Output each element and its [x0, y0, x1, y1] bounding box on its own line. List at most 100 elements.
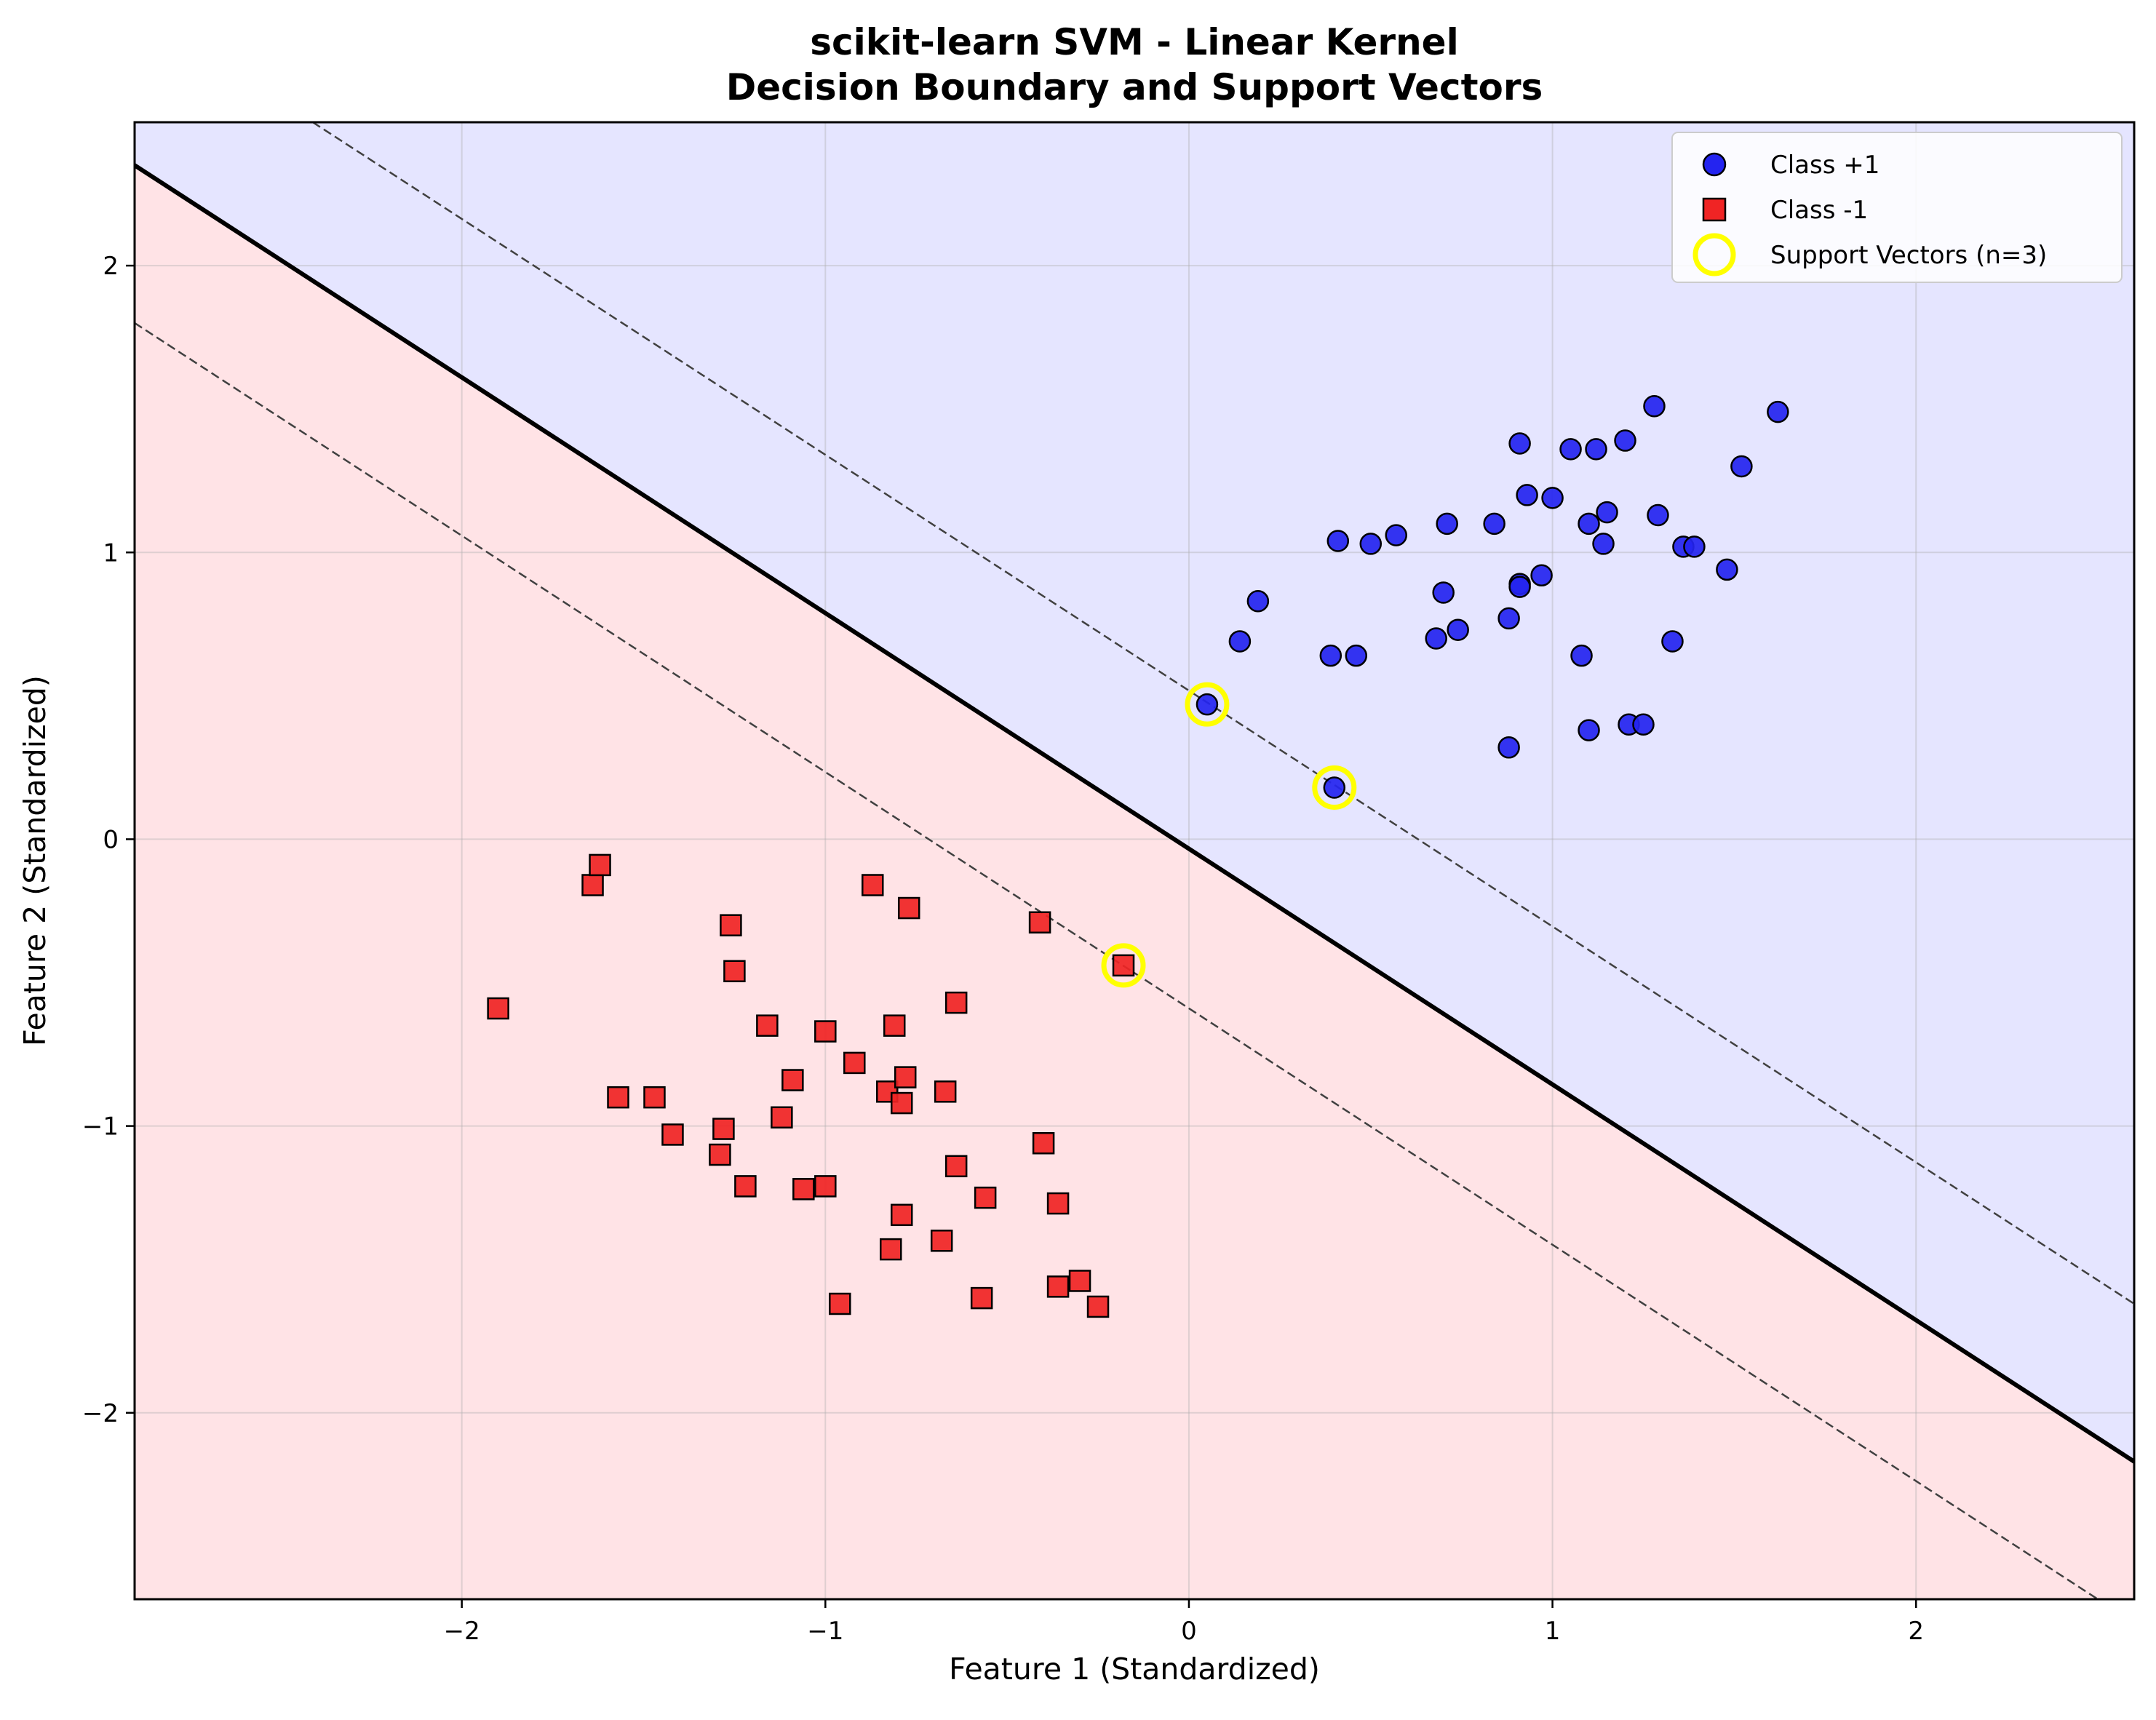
data-point-class-negative — [894, 1066, 917, 1088]
chart-title: scikit-learn SVM - Linear Kernel — [810, 21, 1458, 63]
data-point-class-negative — [930, 1230, 953, 1252]
data-point-class-positive — [1508, 576, 1531, 598]
data-point-class-negative — [712, 1118, 735, 1140]
x-tick-label: −1 — [807, 1617, 843, 1646]
data-point-class-negative — [875, 1080, 899, 1103]
data-point-class-positive — [1730, 455, 1753, 478]
legend-label-class-positive: Class +1 — [1770, 151, 1879, 180]
x-tick-label: 1 — [1545, 1617, 1561, 1646]
data-point-class-positive — [1541, 487, 1564, 509]
data-point-class-positive — [1447, 618, 1469, 641]
data-point-class-negative — [829, 1292, 851, 1315]
data-point-class-positive — [1614, 429, 1636, 452]
y-tick-label: 1 — [103, 538, 119, 568]
data-point-class-positive — [1246, 590, 1270, 613]
data-point-class-negative — [781, 1069, 804, 1091]
data-point-class-negative — [1028, 911, 1051, 933]
data-point-class-positive — [1643, 394, 1666, 418]
data-point-class-negative — [607, 1086, 629, 1109]
support-vector-marker — [1185, 682, 1230, 727]
data-point-class-positive — [1497, 607, 1520, 630]
data-point-class-positive — [1530, 564, 1553, 587]
data-point-class-positive — [1716, 558, 1738, 581]
data-point-class-negative — [661, 1123, 684, 1146]
data-point-class-negative — [1068, 1270, 1091, 1292]
data-point-class-positive — [1661, 630, 1684, 653]
legend-marker-support-vectors — [1692, 233, 1736, 276]
data-point-class-positive — [1345, 644, 1368, 667]
data-point-class-positive — [1323, 776, 1346, 799]
data-point-class-positive — [1683, 535, 1706, 558]
data-point-class-negative — [879, 1238, 902, 1261]
support-vector-marker — [1312, 765, 1357, 810]
data-point-class-positive — [1385, 524, 1407, 546]
data-point-class-positive — [1432, 581, 1455, 604]
legend-box — [1671, 132, 2123, 283]
data-point-class-negative — [897, 896, 920, 920]
x-tick-label: −2 — [444, 1617, 480, 1646]
data-point-class-positive — [1319, 644, 1342, 667]
data-point-class-negative — [1046, 1275, 1070, 1298]
x-tick-label: 0 — [1181, 1617, 1197, 1646]
legend: Class +1 Class -1 Support Vectors (n=3) — [1671, 132, 2123, 283]
data-point-class-negative — [814, 1175, 837, 1198]
data-point-class-positive — [1632, 713, 1655, 736]
data-point-class-negative — [944, 1155, 968, 1178]
data-point-class-negative — [934, 1080, 957, 1103]
data-point-class-positive — [1196, 693, 1219, 716]
legend-label-support-vectors: Support Vectors (n=3) — [1770, 241, 2047, 270]
data-point-class-positive — [1497, 736, 1520, 759]
data-point-class-negative — [723, 960, 746, 983]
data-point-class-positive — [1228, 630, 1252, 653]
legend-label-class-negative: Class -1 — [1770, 196, 1868, 225]
legend-marker-class-positive — [1702, 152, 1727, 177]
x-axis-label: Feature 1 (Standardized) — [949, 1652, 1320, 1687]
data-point-class-negative — [1086, 1295, 1110, 1318]
data-point-class-negative — [1032, 1132, 1055, 1155]
data-point-class-negative — [771, 1106, 793, 1129]
data-point-class-negative — [589, 853, 611, 877]
data-points — [487, 394, 1789, 1318]
data-point-class-positive — [1767, 400, 1789, 423]
support-vector-marker — [1101, 943, 1146, 988]
data-point-class-negative — [883, 1014, 906, 1037]
data-point-class-positive — [1436, 512, 1458, 535]
data-point-class-negative — [944, 991, 968, 1014]
data-point-class-positive — [1585, 438, 1607, 461]
y-tick-label: 0 — [103, 825, 119, 854]
data-point-class-positive — [1559, 438, 1582, 461]
data-point-class-positive — [1647, 503, 1669, 527]
data-point-class-negative — [814, 1020, 837, 1043]
data-point-class-positive — [1508, 432, 1531, 455]
data-point-class-negative — [720, 914, 742, 936]
data-point-class-negative — [974, 1186, 997, 1209]
decision-boundary-line — [135, 163, 2134, 1464]
region-class-positive — [135, 122, 2134, 1462]
data-point-class-positive — [1483, 512, 1505, 535]
data-point-class-negative — [792, 1178, 815, 1201]
plot-area — [135, 122, 2134, 1599]
y-tick-label: −2 — [82, 1399, 119, 1428]
data-point-class-positive — [1592, 533, 1615, 555]
data-point-class-negative — [709, 1143, 731, 1166]
data-point-class-negative — [581, 874, 604, 896]
data-point-class-negative — [1046, 1192, 1070, 1215]
chart-subtitle: Decision Boundary and Support Vectors — [726, 66, 1543, 108]
data-point-class-negative — [970, 1286, 993, 1310]
data-point-class-positive — [1326, 530, 1350, 552]
y-tick-label: −1 — [82, 1112, 119, 1142]
x-tick-label: 2 — [1908, 1617, 1924, 1646]
data-point-class-positive — [1359, 533, 1383, 555]
data-point-class-negative — [643, 1086, 666, 1109]
data-point-class-negative — [734, 1175, 757, 1198]
data-point-class-positive — [1596, 501, 1618, 524]
data-point-class-positive — [1516, 484, 1538, 506]
data-point-class-positive — [1570, 644, 1593, 667]
y-tick-label: 2 — [103, 252, 119, 281]
data-point-class-negative — [756, 1014, 779, 1037]
data-point-class-negative — [843, 1051, 866, 1075]
plot-frame — [133, 121, 2136, 1601]
margin-line-upper — [312, 122, 2134, 1305]
data-point-class-negative — [890, 1091, 913, 1115]
